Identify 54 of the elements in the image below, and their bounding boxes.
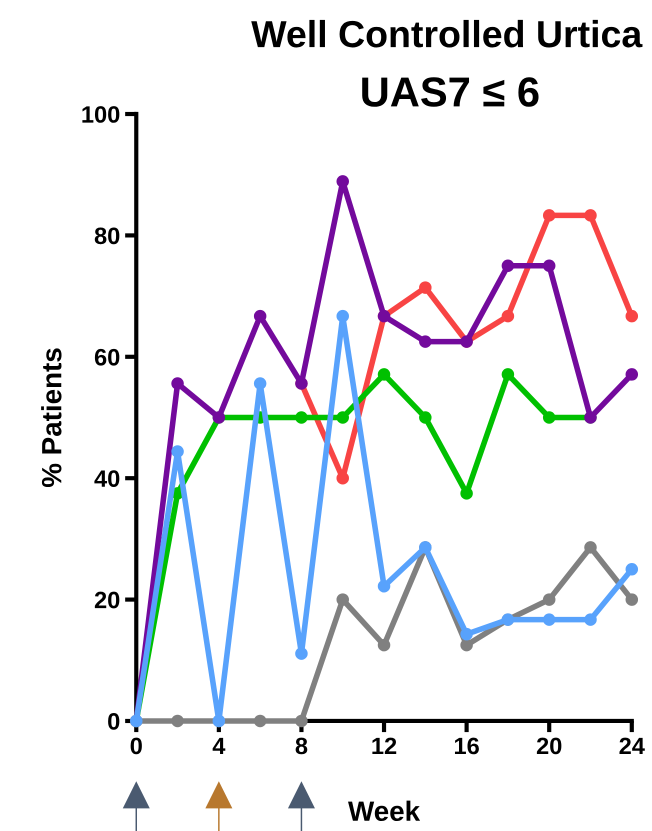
- x-tick-label: 20: [536, 738, 562, 754]
- chart-title: Well Controlled Urtica: [251, 20, 642, 48]
- chart-subtitle: UAS7 ≤ 6: [362, 77, 539, 107]
- point: [626, 593, 638, 606]
- x-tick-label: 16: [454, 738, 479, 754]
- point: [171, 377, 184, 390]
- y-tick-label: 0: [108, 713, 120, 730]
- point: [295, 647, 308, 660]
- point: [502, 260, 514, 272]
- y-tick-label: 80: [94, 227, 120, 244]
- point: [584, 613, 597, 626]
- point: [542, 209, 556, 222]
- y-tick-label: 40: [94, 470, 120, 487]
- point: [336, 175, 349, 188]
- point: [460, 628, 473, 640]
- point: [542, 613, 556, 626]
- point: [171, 445, 184, 458]
- point: [626, 368, 638, 381]
- x-tick-label: 4: [212, 738, 226, 754]
- point: [378, 580, 390, 592]
- point: [254, 377, 266, 390]
- x-tick-label: 8: [296, 738, 308, 754]
- y-tick-label: 20: [94, 592, 120, 608]
- point: [254, 310, 266, 322]
- point: [502, 310, 514, 322]
- point: [542, 260, 556, 272]
- x-axis-title: Week: [348, 800, 420, 822]
- point: [584, 541, 597, 554]
- x-tick-label: 12: [372, 738, 396, 754]
- point: [378, 638, 390, 652]
- point: [295, 714, 308, 728]
- point: [419, 335, 432, 348]
- point: [336, 411, 349, 424]
- point: [378, 368, 390, 381]
- point: [542, 411, 556, 424]
- point: [171, 714, 184, 728]
- point: [502, 368, 514, 381]
- point: [295, 411, 308, 424]
- point: [336, 472, 349, 484]
- point: [419, 411, 432, 424]
- x-tick-label: 0: [130, 738, 142, 754]
- point: [336, 310, 349, 322]
- y-axis-title: % Patients: [41, 348, 62, 488]
- point: [542, 593, 556, 606]
- point: [460, 638, 473, 652]
- y-tick-label: 60: [94, 348, 120, 366]
- point: [419, 281, 432, 294]
- point: [336, 593, 349, 606]
- point: [254, 714, 266, 728]
- point: [626, 310, 638, 322]
- point: [584, 209, 597, 222]
- y-tick-label: 100: [82, 106, 120, 123]
- point: [626, 562, 638, 576]
- x-tick-label: 24: [619, 738, 645, 754]
